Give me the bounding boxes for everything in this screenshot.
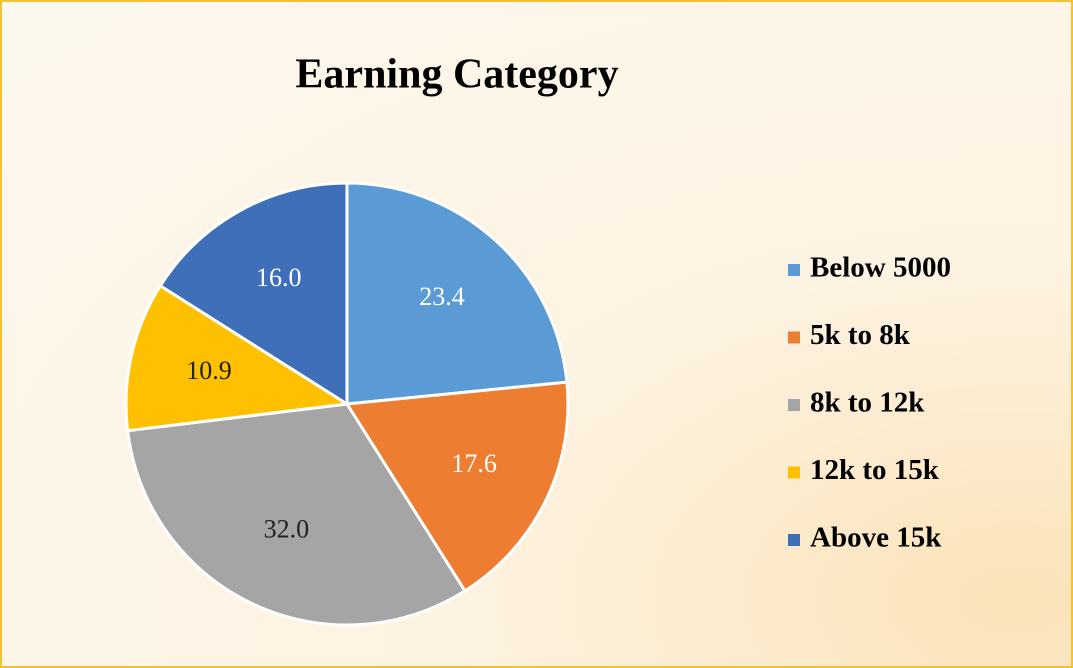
legend-label: 12k to 15k — [810, 454, 940, 486]
pie-slice — [124, 283, 352, 433]
data-label: 32.0 — [264, 515, 310, 544]
pie-slice — [125, 402, 468, 627]
data-label: 16.0 — [256, 263, 302, 292]
pie-slice — [344, 380, 570, 593]
legend-label: 5k to 8k — [810, 319, 911, 351]
legend-swatch — [788, 534, 800, 546]
data-label: 17.6 — [451, 449, 497, 478]
legend-swatch — [788, 399, 800, 411]
chart-title: Earning Category — [295, 52, 618, 98]
data-label: 23.4 — [419, 282, 465, 311]
legend-swatch — [788, 264, 800, 276]
legend-swatch — [788, 331, 800, 344]
pie-slice — [158, 181, 349, 407]
legend-label: Below 5000 — [810, 252, 951, 284]
legend-label: Above 15k — [810, 522, 942, 554]
data-label: 10.9 — [186, 356, 232, 385]
legend-swatch — [788, 466, 800, 479]
legend-label: 8k to 12k — [810, 387, 925, 419]
pie-slice — [345, 181, 569, 406]
